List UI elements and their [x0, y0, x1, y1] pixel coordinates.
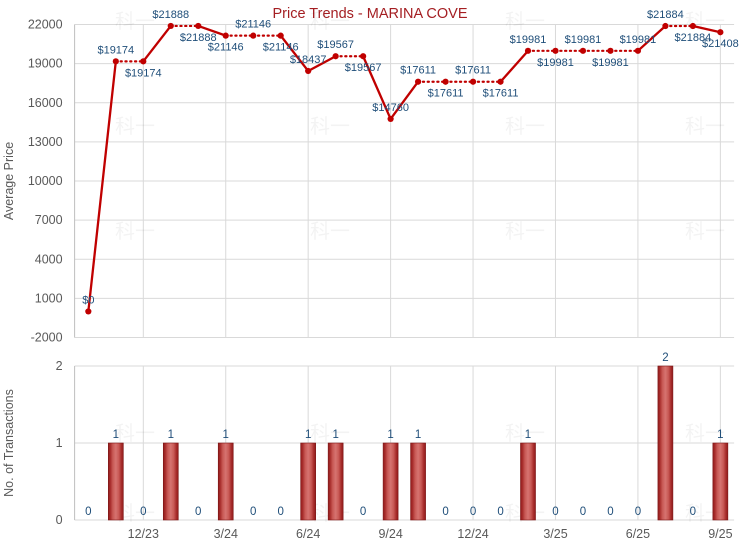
- svg-text:$21408: $21408: [702, 38, 739, 50]
- svg-text:科一: 科一: [685, 115, 725, 138]
- svg-text:科一: 科一: [310, 115, 350, 138]
- svg-text:1: 1: [717, 429, 723, 441]
- svg-text:0: 0: [497, 506, 503, 518]
- svg-text:1: 1: [305, 429, 311, 441]
- svg-text:$18437: $18437: [290, 54, 327, 66]
- svg-text:0: 0: [360, 506, 366, 518]
- svg-text:$19174: $19174: [125, 67, 162, 79]
- svg-text:1: 1: [223, 429, 229, 441]
- svg-text:科一: 科一: [115, 115, 155, 138]
- svg-text:$17611: $17611: [428, 88, 464, 100]
- svg-text:0: 0: [580, 506, 586, 518]
- svg-text:$19981: $19981: [620, 34, 657, 46]
- svg-text:$17611: $17611: [483, 88, 519, 100]
- svg-text:$21146: $21146: [208, 42, 244, 54]
- svg-text:6/24: 6/24: [296, 527, 320, 541]
- svg-text:$19567: $19567: [345, 62, 382, 74]
- svg-text:0: 0: [140, 506, 146, 518]
- svg-text:1: 1: [525, 429, 531, 441]
- svg-text:3/24: 3/24: [214, 527, 238, 541]
- svg-text:科一: 科一: [115, 10, 155, 33]
- svg-text:Average Price: Average Price: [2, 142, 16, 220]
- svg-text:科一: 科一: [505, 220, 545, 243]
- svg-text:0: 0: [690, 506, 696, 518]
- svg-text:1: 1: [415, 429, 421, 441]
- svg-text:$19981: $19981: [510, 34, 547, 46]
- svg-text:0: 0: [552, 506, 558, 518]
- svg-text:$21146: $21146: [235, 19, 271, 31]
- svg-text:9/25: 9/25: [708, 527, 732, 541]
- svg-text:$0: $0: [82, 294, 94, 306]
- svg-text:科一: 科一: [115, 220, 155, 243]
- svg-text:16000: 16000: [28, 96, 63, 110]
- svg-text:9/24: 9/24: [378, 527, 402, 541]
- svg-text:0: 0: [85, 506, 91, 518]
- svg-text:$19981: $19981: [592, 57, 629, 69]
- svg-text:-2000: -2000: [31, 331, 63, 345]
- svg-text:科一: 科一: [685, 220, 725, 243]
- svg-text:10000: 10000: [28, 174, 63, 188]
- svg-text:1: 1: [387, 429, 393, 441]
- svg-text:$21888: $21888: [152, 9, 189, 21]
- svg-text:$19567: $19567: [317, 39, 354, 51]
- svg-text:0: 0: [277, 506, 283, 518]
- svg-text:0: 0: [56, 513, 63, 527]
- svg-text:1: 1: [332, 429, 338, 441]
- svg-text:科一: 科一: [115, 422, 155, 445]
- svg-text:$19981: $19981: [565, 34, 602, 46]
- svg-text:No. of Transactions: No. of Transactions: [2, 389, 16, 497]
- svg-text:科一: 科一: [505, 10, 545, 33]
- svg-text:$14760: $14760: [372, 102, 409, 114]
- svg-text:0: 0: [250, 506, 256, 518]
- svg-text:13000: 13000: [28, 135, 63, 149]
- svg-text:19000: 19000: [28, 57, 63, 71]
- svg-text:0: 0: [442, 506, 448, 518]
- svg-text:1: 1: [56, 436, 63, 450]
- svg-text:4000: 4000: [35, 252, 63, 266]
- svg-text:0: 0: [195, 506, 201, 518]
- svg-text:科一: 科一: [505, 115, 545, 138]
- svg-text:12/24: 12/24: [457, 527, 488, 541]
- svg-text:22000: 22000: [28, 18, 63, 32]
- svg-text:0: 0: [607, 506, 613, 518]
- svg-text:7000: 7000: [35, 213, 63, 227]
- svg-text:1: 1: [113, 429, 119, 441]
- svg-text:0: 0: [635, 506, 641, 518]
- svg-text:$17611: $17611: [400, 65, 436, 77]
- svg-text:$19174: $19174: [97, 44, 134, 56]
- svg-text:12/23: 12/23: [128, 527, 159, 541]
- svg-text:2: 2: [56, 359, 63, 373]
- svg-text:6/25: 6/25: [626, 527, 650, 541]
- svg-text:科一: 科一: [310, 220, 350, 243]
- svg-text:0: 0: [470, 506, 476, 518]
- svg-text:1000: 1000: [35, 291, 63, 305]
- svg-text:1: 1: [168, 429, 174, 441]
- svg-text:2: 2: [662, 352, 668, 364]
- svg-text:$19981: $19981: [537, 57, 574, 69]
- svg-text:科一: 科一: [310, 10, 350, 33]
- svg-text:$21146: $21146: [263, 42, 299, 54]
- svg-text:$17611: $17611: [455, 65, 491, 77]
- svg-text:科一: 科一: [310, 422, 350, 445]
- svg-text:3/25: 3/25: [543, 527, 567, 541]
- svg-text:$21884: $21884: [647, 9, 684, 21]
